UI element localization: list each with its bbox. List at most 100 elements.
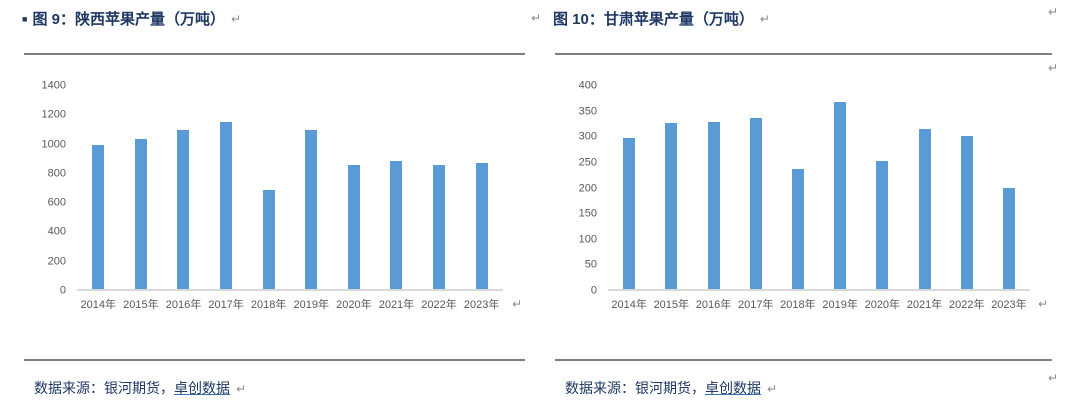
paragraph-return-icon: ↵ (767, 382, 778, 396)
bar-cell (333, 86, 376, 289)
y-axis-tick-label: 50 (584, 258, 597, 271)
paragraph-return-icon: ↵ (236, 382, 247, 396)
bar (262, 189, 275, 289)
bar-cell (460, 86, 503, 289)
y-axis-tick-label: 800 (47, 167, 66, 180)
divider (24, 53, 525, 55)
bar (960, 135, 973, 289)
bar (347, 165, 360, 289)
y-axis-tick-label: 600 (47, 196, 66, 209)
y-axis-tick-label: 0 (59, 284, 66, 297)
y-axis-tick-label: 100 (578, 233, 597, 246)
bar-cell (946, 86, 988, 289)
y-axis-tick-label: 250 (578, 156, 597, 169)
figure-10-title: 图 10：甘肃苹果产量（万吨） (553, 11, 754, 28)
bar-cell (903, 86, 945, 289)
x-axis-tick-label: 2015年 (123, 299, 159, 311)
paragraph-return-icon: ↵ (230, 11, 242, 26)
x-axis-tick-label: 2019年 (822, 299, 858, 311)
bar-chart-shaanxi: 0 200 400 600 800 1000 1200 1400 2014年 2015年 2016年… (22, 62, 527, 322)
bar-chart-gansu: 0 50 100 150 200 250 300 350 400 2014年 2015年 2016年 2… (553, 62, 1054, 322)
y-axis: 0 50 100 150 200 250 300 350 400 (553, 80, 601, 296)
x-axis-tick-label: 2017年 (737, 299, 774, 311)
source-text: 数据来源：银河期货， (565, 380, 705, 396)
bar (177, 129, 190, 289)
bar-cell (692, 86, 734, 289)
plot-area (608, 86, 1030, 291)
x-axis-tick-label: 2016年 (695, 299, 732, 311)
x-axis: 2014年 2015年 2016年 2017年 2018年 2019年 2020年 2021年… (77, 296, 503, 312)
source-link[interactable]: 卓创数据 (174, 380, 230, 396)
paragraph-return-icon: ↵ (1048, 5, 1059, 19)
divider (555, 359, 1052, 361)
bar-cell (608, 86, 650, 289)
bar-cell (988, 86, 1030, 289)
x-axis-tick-label: 2022年 (421, 299, 457, 311)
y-axis-tick-label: 400 (47, 225, 66, 238)
figure-9-title-row: ■ 图 9：陕西苹果产量（万吨） ↵ (22, 8, 527, 29)
figure-10-title-row: 图 10：甘肃苹果产量（万吨） ↵ (553, 8, 1054, 29)
x-axis-tick-label: 2018年 (780, 299, 816, 311)
bar-cell (777, 86, 819, 289)
paragraph-return-icon: ↵ (759, 11, 770, 26)
bar (475, 162, 488, 289)
bar (134, 138, 147, 289)
y-axis-tick-label: 1000 (41, 138, 66, 151)
bar-cell (247, 86, 290, 289)
paragraph-return-icon: ↵ (1048, 61, 1059, 75)
x-axis-tick-label: 2015年 (653, 299, 690, 311)
source-line: 数据来源：银河期货，卓创数据 ↵ (565, 378, 1054, 398)
bar (834, 102, 847, 289)
y-axis-tick-label: 300 (578, 130, 597, 143)
source-text: 数据来源：银河期货， (34, 380, 174, 396)
bar (665, 122, 678, 289)
x-axis-tick-label: 2018年 (250, 299, 287, 311)
paragraph-return-icon: ↵ (1048, 371, 1059, 385)
x-axis-tick-label: 2017年 (208, 299, 244, 311)
bar-cell (77, 86, 120, 289)
x-axis-tick-label: 2014年 (611, 299, 647, 311)
bar (390, 160, 403, 289)
bar-cell (120, 86, 163, 289)
bar-cell (205, 86, 248, 289)
x-axis-tick-label: 2021年 (906, 299, 943, 311)
paragraph-return-icon: ↵ (512, 297, 523, 311)
bar-cell (162, 86, 205, 289)
x-axis-tick-label: 2023年 (463, 299, 500, 311)
bar (791, 168, 804, 289)
y-axis-tick-label: 150 (578, 207, 597, 220)
bar-cell (375, 86, 418, 289)
y-axis-tick-label: 0 (590, 284, 597, 297)
y-axis-tick-label: 350 (578, 105, 597, 118)
y-axis-tick-label: 1400 (41, 79, 66, 92)
bar (876, 160, 889, 289)
bar (1002, 187, 1015, 289)
bar (623, 137, 636, 289)
x-axis: 2014年 2015年 2016年 2017年 2018年 2019年 2020年 2021年… (608, 296, 1030, 312)
bar-cell (735, 86, 777, 289)
bar (92, 145, 105, 289)
y-axis: 0 200 400 600 800 1000 1200 1400 (22, 80, 70, 296)
source-link[interactable]: 卓创数据 (705, 380, 761, 396)
bar-cell (650, 86, 692, 289)
x-axis-tick-label: 2019年 (293, 299, 329, 311)
bar (433, 165, 446, 289)
y-axis-tick-label: 1200 (41, 108, 66, 121)
divider (555, 53, 1052, 55)
plot-area (77, 86, 503, 291)
bar-cell (819, 86, 861, 289)
bar (220, 122, 233, 289)
source-line: 数据来源：银河期货，卓创数据 ↵ (34, 378, 527, 398)
x-axis-tick-label: 2023年 (991, 299, 1027, 311)
bar (918, 128, 931, 289)
paragraph-return-icon: ↵ (531, 11, 542, 25)
x-axis-tick-label: 2020年 (336, 299, 372, 311)
divider (24, 359, 525, 361)
bar (305, 129, 318, 289)
bar-cell (861, 86, 903, 289)
x-axis-tick-label: 2022年 (948, 299, 985, 311)
square-bullet-icon: ■ (22, 13, 28, 24)
bar (749, 118, 762, 289)
bar-cell (290, 86, 333, 289)
y-axis-tick-label: 400 (578, 79, 597, 92)
